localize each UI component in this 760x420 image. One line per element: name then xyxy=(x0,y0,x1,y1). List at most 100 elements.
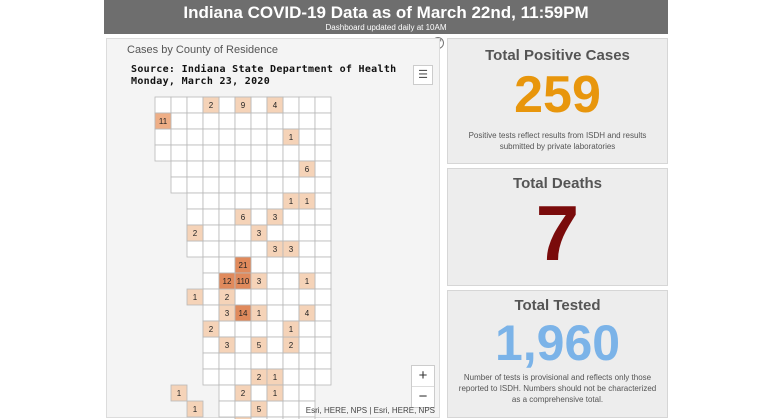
county-cell[interactable] xyxy=(266,336,284,354)
county-cell[interactable] xyxy=(234,320,252,338)
county-cell[interactable] xyxy=(298,416,316,419)
county-cell[interactable] xyxy=(266,304,284,322)
county-cell[interactable] xyxy=(202,288,220,306)
county-cell-with-cases[interactable] xyxy=(266,384,284,402)
county-cell[interactable] xyxy=(282,368,300,386)
county-cell[interactable] xyxy=(266,144,284,162)
county-cell-with-cases[interactable] xyxy=(202,96,220,114)
county-cell-with-cases[interactable] xyxy=(282,128,300,146)
county-cell[interactable] xyxy=(250,176,268,194)
county-cell[interactable] xyxy=(282,96,300,114)
county-cell[interactable] xyxy=(282,176,300,194)
county-cell[interactable] xyxy=(298,256,316,274)
county-cell[interactable] xyxy=(314,176,332,194)
county-cell[interactable] xyxy=(234,192,252,210)
county-cell[interactable] xyxy=(234,368,252,386)
county-cell[interactable] xyxy=(250,384,268,402)
map-attribution[interactable]: Esri, HERE, NPS | Esri, HERE, NPS xyxy=(305,406,435,415)
county-cell[interactable] xyxy=(202,112,220,130)
county-cell[interactable] xyxy=(250,208,268,226)
county-cell[interactable] xyxy=(298,288,316,306)
zoom-out-button[interactable]: − xyxy=(412,386,434,407)
county-cell[interactable] xyxy=(298,128,316,146)
county-cell[interactable] xyxy=(218,352,236,370)
county-cell[interactable] xyxy=(234,144,252,162)
county-cell[interactable] xyxy=(202,304,220,322)
county-cell-with-cases[interactable] xyxy=(218,336,236,354)
county-cell[interactable] xyxy=(250,112,268,130)
county-cell[interactable] xyxy=(282,384,300,402)
county-cell-with-cases[interactable] xyxy=(250,272,268,290)
county-cell[interactable] xyxy=(298,208,316,226)
county-cell-with-cases[interactable] xyxy=(282,320,300,338)
county-cell[interactable] xyxy=(202,256,220,274)
county-cell[interactable] xyxy=(282,208,300,226)
county-cell[interactable] xyxy=(314,288,332,306)
county-cell[interactable] xyxy=(186,96,204,114)
county-cell[interactable] xyxy=(218,128,236,146)
county-cell[interactable] xyxy=(250,352,268,370)
county-cell[interactable] xyxy=(314,336,332,354)
county-cell[interactable] xyxy=(186,192,204,210)
county-cell[interactable] xyxy=(170,144,188,162)
county-cell-with-cases[interactable] xyxy=(234,384,252,402)
county-cell[interactable] xyxy=(202,240,220,258)
map-panel[interactable]: Cases by County of Residence 11 2 9 4 1 6 1 1 6 3… xyxy=(106,38,440,419)
county-cell-with-cases[interactable] xyxy=(234,416,252,419)
county-cell[interactable] xyxy=(250,144,268,162)
county-cell[interactable] xyxy=(314,144,332,162)
county-cell[interactable] xyxy=(202,224,220,242)
county-cell-with-cases[interactable] xyxy=(250,400,268,418)
county-cell[interactable] xyxy=(202,144,220,162)
county-cell[interactable] xyxy=(250,96,268,114)
county-cell[interactable] xyxy=(298,176,316,194)
county-cell[interactable] xyxy=(298,384,316,402)
county-cell[interactable] xyxy=(282,304,300,322)
county-cell[interactable] xyxy=(218,112,236,130)
county-cell[interactable] xyxy=(186,160,204,178)
county-cell-with-cases[interactable] xyxy=(266,96,284,114)
county-cell[interactable] xyxy=(186,128,204,146)
county-cell[interactable] xyxy=(282,352,300,370)
county-cell[interactable] xyxy=(218,400,236,418)
county-cell[interactable] xyxy=(218,256,236,274)
county-cell[interactable] xyxy=(218,176,236,194)
county-cell[interactable] xyxy=(314,352,332,370)
county-cell[interactable] xyxy=(282,144,300,162)
county-cell[interactable] xyxy=(170,96,188,114)
county-cell[interactable] xyxy=(282,400,300,418)
county-cell-with-cases[interactable] xyxy=(298,160,316,178)
county-cell[interactable] xyxy=(298,144,316,162)
county-cell-with-cases[interactable] xyxy=(250,304,268,322)
county-cell-with-cases[interactable] xyxy=(250,336,268,354)
county-cell[interactable] xyxy=(266,352,284,370)
county-cell[interactable] xyxy=(250,256,268,274)
county-cell[interactable] xyxy=(282,256,300,274)
county-cell[interactable] xyxy=(202,160,220,178)
county-cell[interactable] xyxy=(282,272,300,290)
county-cell[interactable] xyxy=(314,368,332,386)
county-cell[interactable] xyxy=(314,96,332,114)
county-cell[interactable] xyxy=(298,96,316,114)
county-cell[interactable] xyxy=(266,128,284,146)
county-cell[interactable] xyxy=(234,400,252,418)
county-cell[interactable] xyxy=(186,112,204,130)
county-cell[interactable] xyxy=(186,144,204,162)
county-cell[interactable] xyxy=(218,144,236,162)
county-cell[interactable] xyxy=(234,224,252,242)
county-cell[interactable] xyxy=(298,352,316,370)
county-cell[interactable] xyxy=(298,224,316,242)
county-cell[interactable] xyxy=(250,288,268,306)
county-cell[interactable] xyxy=(234,128,252,146)
county-cell[interactable] xyxy=(250,192,268,210)
county-cell-with-cases[interactable] xyxy=(186,288,204,306)
county-cell[interactable] xyxy=(154,128,172,146)
county-cell[interactable] xyxy=(170,112,188,130)
county-cell-with-cases[interactable] xyxy=(186,400,204,418)
county-cell-with-cases[interactable] xyxy=(202,320,220,338)
county-cell[interactable] xyxy=(202,336,220,354)
county-cell[interactable] xyxy=(266,176,284,194)
county-cell[interactable] xyxy=(218,208,236,226)
county-cell[interactable] xyxy=(234,240,252,258)
county-cell[interactable] xyxy=(202,128,220,146)
